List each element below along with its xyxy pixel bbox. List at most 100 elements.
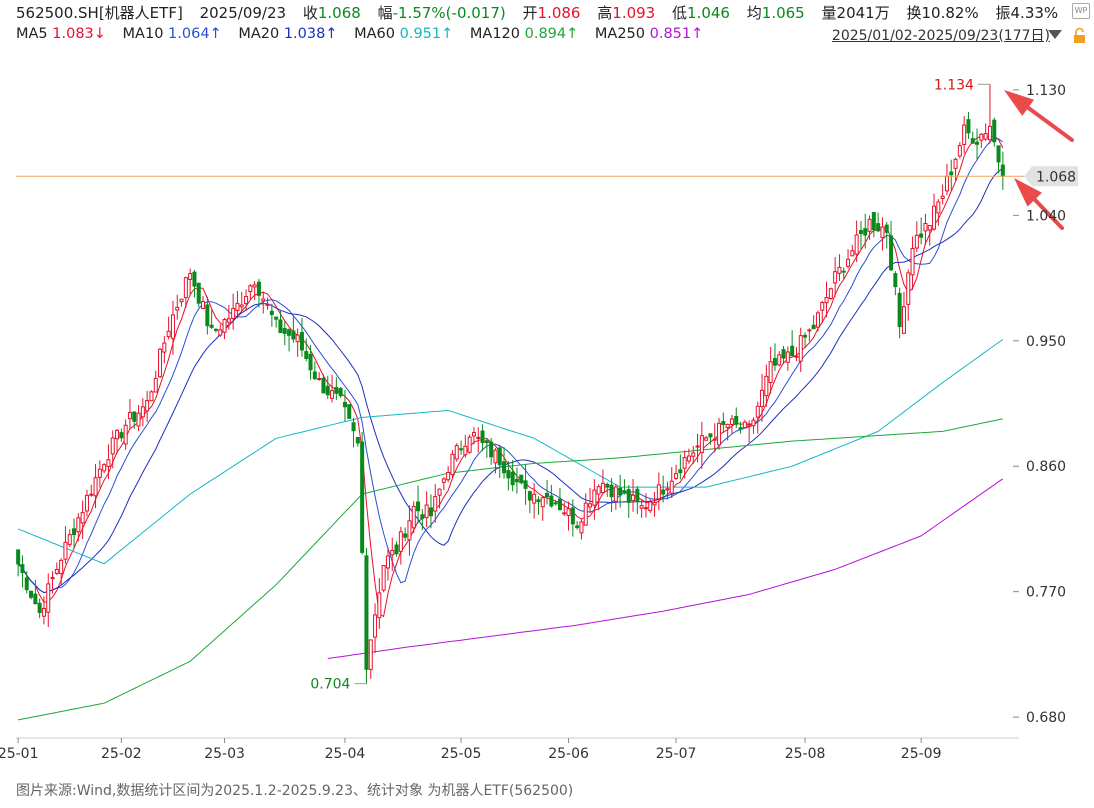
candle-212	[927, 225, 932, 246]
candle-166	[729, 414, 734, 434]
candle-5	[37, 598, 42, 619]
candle-6	[41, 596, 46, 625]
candle-105	[467, 434, 472, 454]
candle-102	[454, 443, 459, 462]
volume-field: 量2041万	[822, 4, 890, 22]
candle-226	[987, 84, 992, 144]
candle-47	[218, 324, 223, 337]
candle-177	[777, 351, 782, 367]
candle-192	[841, 267, 846, 279]
candle-68	[308, 344, 313, 380]
candle-199	[871, 212, 876, 238]
candle-204	[893, 271, 898, 296]
candles-group	[16, 84, 1005, 684]
low-annotation: 0.704	[310, 677, 350, 693]
open-field: 开1.086	[523, 4, 581, 22]
candle-71	[321, 374, 326, 394]
y-tick-label: 0.950	[1026, 334, 1066, 350]
ma120-legend[interactable]: MA120 0.894↑	[470, 26, 578, 42]
candle-54	[248, 284, 253, 300]
x-tick-label: 25-07	[656, 746, 697, 762]
candle-100	[446, 466, 451, 483]
candle-205	[897, 287, 902, 339]
candle-40	[188, 268, 193, 296]
candle-80	[360, 431, 365, 555]
change-value: -1.57%(-0.017)	[392, 4, 506, 22]
candle-115	[510, 460, 515, 492]
candle-149	[656, 472, 661, 511]
candle-174	[764, 364, 769, 407]
candle-131	[579, 518, 584, 540]
candle-190	[833, 257, 838, 297]
candle-21	[106, 444, 111, 479]
date-range-selector[interactable]: 2025/01/02-2025/09/23(177日)	[831, 28, 1050, 44]
y-tick-label: 0.860	[1026, 459, 1066, 475]
candle-34	[162, 335, 167, 364]
x-tick-label: 25-06	[548, 746, 589, 762]
close-field: 收1.068	[303, 4, 361, 22]
candle-194	[850, 244, 855, 257]
candle-108	[480, 424, 485, 452]
candle-79	[355, 436, 360, 447]
ma5-legend[interactable]: MA5 1.083↓	[16, 26, 106, 42]
candle-164	[721, 412, 726, 433]
candle-125	[553, 500, 558, 506]
candle-170	[747, 420, 752, 443]
candle-96	[428, 494, 433, 529]
candle-220	[962, 116, 967, 154]
low-label: 低	[672, 4, 688, 22]
candle-133	[588, 487, 593, 513]
candle-53	[244, 289, 249, 312]
candle-32	[153, 370, 158, 393]
ma60-label: MA60	[354, 26, 395, 42]
candle-42	[196, 282, 201, 308]
wp-icon[interactable]: WP	[1072, 3, 1090, 19]
amplitude-value: 4.33%	[1010, 4, 1059, 22]
candle-150	[661, 475, 666, 503]
candle-147	[648, 499, 653, 513]
candle-113	[502, 447, 507, 479]
candle-86	[385, 547, 390, 581]
ma60-legend[interactable]: MA60 0.951↑	[354, 26, 453, 42]
ma20-legend[interactable]: MA20 1.038↑	[238, 26, 337, 42]
candle-182	[798, 327, 803, 373]
avg-label: 均	[746, 4, 762, 22]
candle-128	[566, 501, 571, 531]
candle-145	[639, 499, 644, 518]
candle-127	[562, 502, 567, 516]
candle-186	[815, 310, 820, 332]
ma10-legend[interactable]: MA10 1.064↑	[123, 26, 222, 42]
candle-119	[527, 490, 532, 514]
candle-17	[89, 484, 94, 497]
candle-101	[450, 450, 455, 479]
candle-196	[858, 220, 863, 250]
candle-207	[906, 269, 911, 321]
ma10-line	[17, 138, 1004, 594]
y-tick-label: 1.130	[1026, 83, 1066, 99]
candle-13	[72, 518, 77, 548]
arrow-to-price	[1014, 178, 1064, 230]
candle-37	[175, 294, 180, 320]
candle-39	[183, 276, 188, 309]
open-label: 开	[522, 4, 538, 22]
candle-154	[678, 454, 683, 480]
candle-60	[274, 316, 279, 328]
candle-175	[768, 346, 773, 394]
ma250-legend[interactable]: MA250 0.851↑	[595, 26, 703, 42]
ma250-line	[327, 478, 1004, 660]
candle-62	[282, 321, 287, 346]
candle-112	[497, 444, 502, 478]
close-value: 1.068	[317, 4, 361, 22]
ma60-value: 0.951↑	[399, 26, 454, 42]
moving-average-lines	[17, 135, 1004, 721]
candle-142	[626, 485, 631, 518]
quote-info-row: 562500.SH[机器人ETF] 2025/09/23 收1.068 幅-1.…	[16, 2, 1070, 24]
change-field: 幅-1.57%(-0.017)	[378, 4, 506, 22]
candle-162	[712, 423, 717, 453]
candle-2	[24, 571, 29, 594]
candle-20	[102, 463, 107, 474]
candle-225	[983, 123, 988, 141]
high-field: 高1.093	[597, 4, 655, 22]
candle-167	[734, 407, 739, 429]
candle-56	[256, 278, 261, 308]
